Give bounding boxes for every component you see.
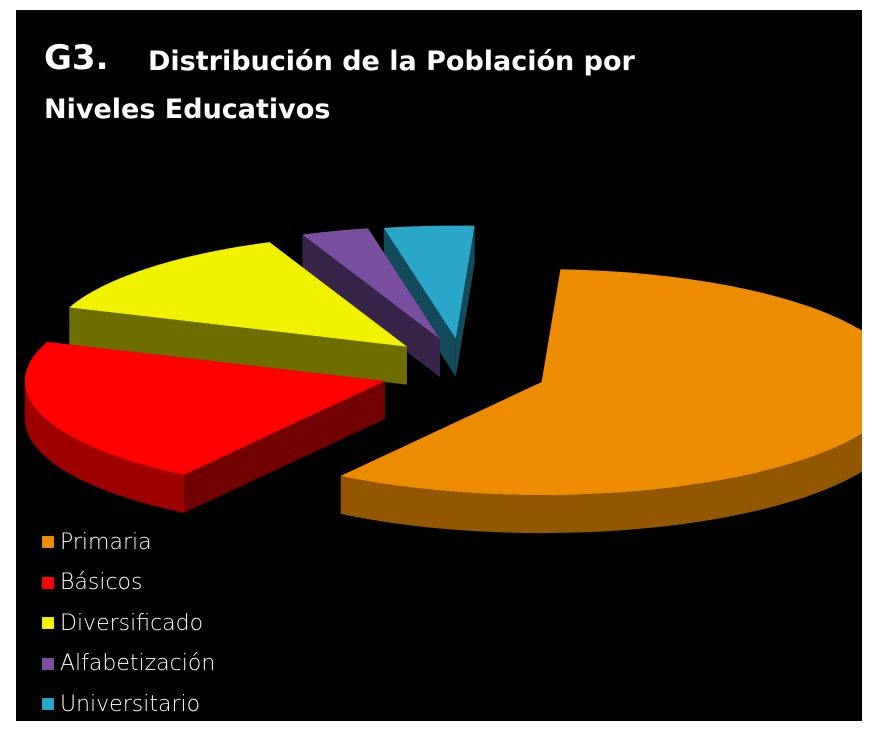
legend-item-universitario: Universitario: [42, 684, 215, 725]
chart-legend: Primaria Básicos Diversificado Alfabetiz…: [42, 522, 215, 725]
pie-slice-basicos: [24, 341, 385, 513]
chart-slide: G3. Distribución de la Población por Niv…: [16, 10, 862, 721]
legend-swatch-diversificado: [42, 617, 54, 630]
chart-title-line2: Niveles Educativos: [44, 94, 331, 125]
legend-label-primaria: Primaria: [60, 529, 152, 555]
chart-title-prefix: G3.: [44, 38, 109, 78]
pie-slices: [24, 225, 862, 534]
pie-slice-diversificado: [69, 242, 407, 385]
pie-chart: [24, 225, 862, 534]
legend-swatch-basicos: [42, 576, 54, 589]
legend-item-primaria: Primaria: [42, 522, 215, 563]
legend-item-alfabetizacion: Alfabetización: [42, 644, 215, 685]
legend-item-diversificado: Diversificado: [42, 603, 215, 644]
legend-swatch-primaria: [42, 536, 54, 549]
pie-slice-alfabetizacion: [302, 228, 440, 378]
pie-slice-primaria: [340, 269, 862, 534]
legend-swatch-alfabetizacion: [42, 657, 54, 670]
chart-title-line1: Distribución de la Población por: [148, 46, 635, 77]
legend-label-basicos: Básicos: [60, 570, 143, 596]
legend-label-diversificado: Diversificado: [60, 610, 204, 636]
legend-label-alfabetizacion: Alfabetización: [60, 651, 216, 677]
legend-swatch-universitario: [42, 698, 54, 711]
legend-label-universitario: Universitario: [60, 691, 201, 717]
legend-item-basicos: Básicos: [42, 563, 215, 604]
